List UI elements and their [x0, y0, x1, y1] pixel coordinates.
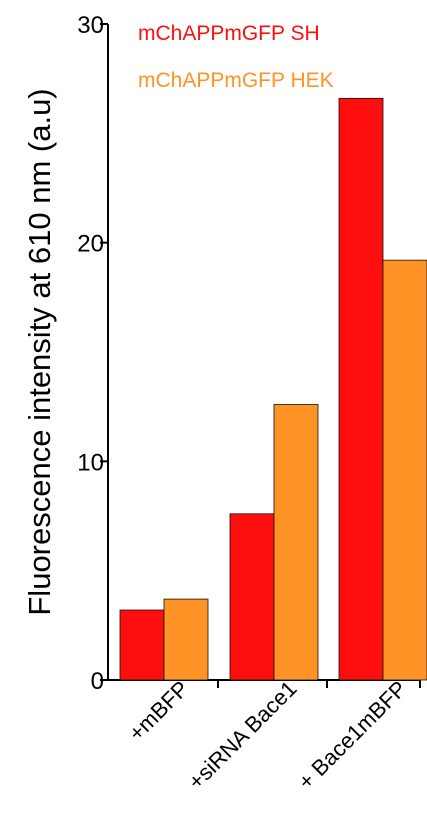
- x-tick-label: +siRNA Bace1: [183, 676, 301, 794]
- bars: [119, 97, 427, 681]
- bar: [382, 259, 427, 681]
- y-tick-label: 20: [77, 231, 104, 258]
- bar: [229, 513, 275, 681]
- legend-entry-hek: mChAPPmGFP HEK: [138, 69, 334, 92]
- x-tick-label: +mBFP: [124, 676, 194, 746]
- x-axis: +mBFP+siRNA Bace1+ Bace1mBFP: [108, 676, 421, 794]
- y-ticks: 0 10 20 30: [77, 12, 108, 695]
- x-tick-label: + Bace1mBFP: [293, 676, 411, 794]
- y-tick-label: 10: [77, 449, 104, 476]
- bar: [273, 404, 319, 681]
- y-axis-label: Fluorescence intensity at 610 nm (a.u): [22, 88, 57, 615]
- legend: mChAPPmGFP SH mChAPPmGFP HEK: [138, 22, 334, 92]
- bar: [119, 609, 165, 681]
- bar: [338, 97, 384, 681]
- y-axis: 0 10 20 30 Fluorescence intensity at 610 nm…: [22, 12, 109, 695]
- x-ticks: +mBFP+siRNA Bace1+ Bace1mBFP: [124, 676, 421, 794]
- y-tick-label: 0: [91, 668, 104, 695]
- bar: [163, 598, 209, 681]
- legend-entry-sh: mChAPPmGFP SH: [138, 22, 320, 45]
- y-tick-label: 30: [77, 12, 104, 39]
